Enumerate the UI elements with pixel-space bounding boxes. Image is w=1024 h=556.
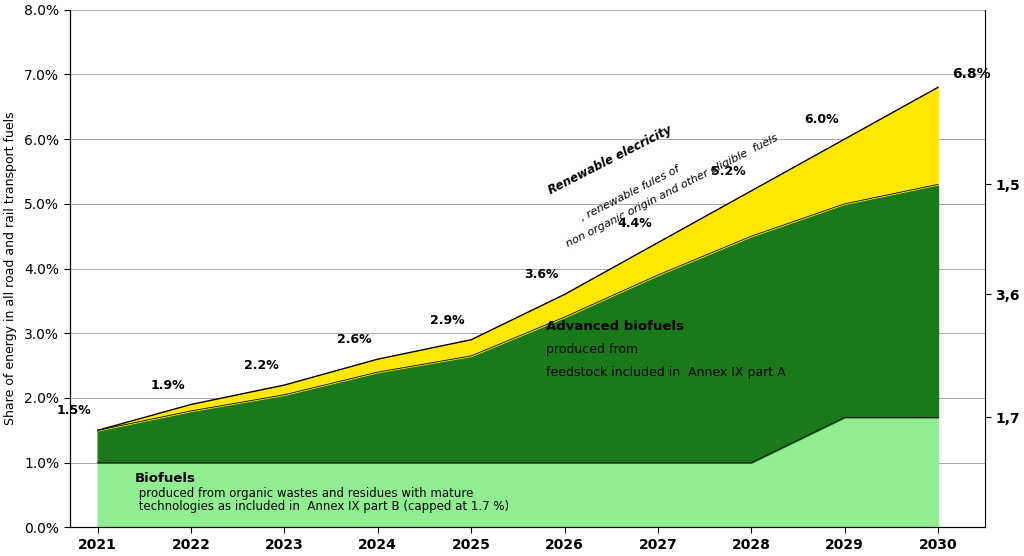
Y-axis label: Share of energy in all road and rail transport fuels: Share of energy in all road and rail tra… [4,112,17,425]
Text: Renewable elecricity: Renewable elecricity [546,123,674,197]
Text: 3.6%: 3.6% [524,269,558,281]
Text: Biofuels: Biofuels [135,473,196,485]
Text: produced from organic wastes and residues with mature: produced from organic wastes and residue… [135,487,473,500]
Text: non organic origin and other eligible  fuels: non organic origin and other eligible fu… [564,133,779,249]
Text: 1.5%: 1.5% [57,404,92,418]
Text: 1.9%: 1.9% [151,379,185,391]
Text: 5.2%: 5.2% [711,165,745,178]
Text: feedstock included in  Annex IX part A: feedstock included in Annex IX part A [546,365,785,379]
Text: 2.6%: 2.6% [337,333,372,346]
Text: 6.8%: 6.8% [952,67,990,81]
Text: Advanced biofuels: Advanced biofuels [546,320,684,333]
Text: 2.2%: 2.2% [244,359,279,372]
Text: 4.4%: 4.4% [617,217,652,230]
Text: 2.9%: 2.9% [430,314,465,327]
Text: , renewable fules of: , renewable fules of [579,165,681,224]
Text: technologies as included in  Annex IX part B (capped at 1.7 %): technologies as included in Annex IX par… [135,500,509,513]
Text: 6.0%: 6.0% [804,113,839,126]
Text: produced from: produced from [546,343,638,356]
